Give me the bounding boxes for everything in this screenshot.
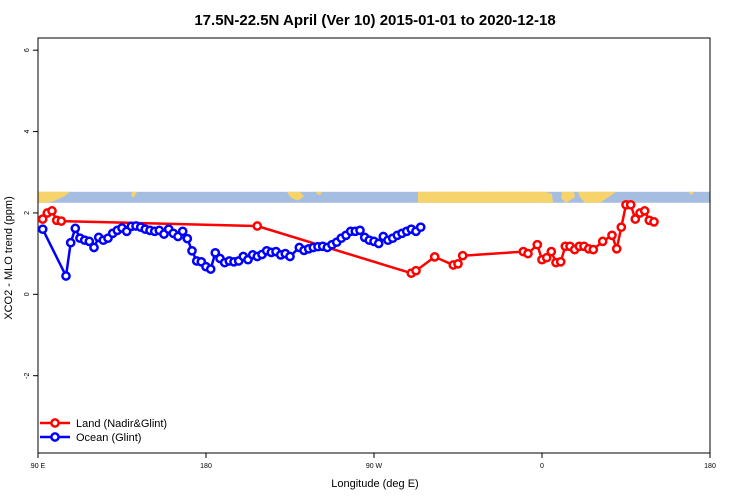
map-land-5: [493, 191, 530, 202]
data-point: [415, 222, 426, 233]
legend-label: Land (Nadir&Glint): [76, 418, 167, 430]
y-tick-label: 2: [24, 211, 31, 215]
x-tick-label: 0: [540, 463, 544, 470]
data-point: [355, 225, 365, 236]
x-tick-label: 180: [200, 463, 212, 470]
x-tick-label: 90 E: [31, 463, 46, 470]
x-tick-label: 90 W: [366, 463, 383, 470]
x-axis: 90 E 180 90 W 0 180: [31, 453, 716, 470]
data-point: [625, 199, 636, 210]
data-point: [89, 242, 99, 253]
series-land: [37, 199, 659, 279]
legend-marker: [50, 418, 60, 428]
map-strip: [38, 191, 710, 203]
data-point: [70, 223, 81, 234]
data-point: [546, 246, 557, 257]
map-land-2: [287, 191, 304, 201]
data-point: [555, 256, 566, 267]
y-tick-label: 0: [24, 292, 31, 296]
data-point: [611, 243, 622, 254]
y-axis-label: XCO2 - MLO trend (ppm): [3, 196, 15, 319]
data-point: [177, 226, 188, 237]
data-point: [639, 206, 650, 216]
data-point: [205, 264, 216, 274]
series-ocean: [37, 221, 426, 281]
data-point: [37, 224, 48, 235]
y-axis: -2 0 2 4 6: [24, 48, 39, 379]
data-point: [597, 236, 608, 247]
map-land-8: [688, 191, 694, 196]
data-point: [56, 216, 67, 226]
data-point: [182, 233, 193, 244]
y-tick-label: 6: [24, 48, 31, 52]
data-point: [61, 271, 71, 281]
data-point: [630, 214, 641, 224]
data-point: [210, 247, 221, 258]
chart-title: 17.5N-22.5N April (Ver 10) 2015-01-01 to…: [194, 12, 555, 29]
data-point: [429, 252, 440, 262]
legend-marker: [50, 432, 60, 442]
data-point: [523, 248, 533, 259]
x-axis-label: Longitude (deg E): [331, 478, 418, 490]
map-land-7: [578, 191, 616, 203]
data-point: [541, 252, 552, 263]
legend: Land (Nadir&Glint) Ocean (Glint): [40, 418, 167, 444]
data-point: [37, 214, 48, 224]
data-point: [607, 230, 617, 241]
data-point: [285, 251, 295, 262]
data-point: [187, 245, 197, 256]
data-point: [649, 217, 659, 227]
data-point: [65, 237, 76, 248]
legend-label: Ocean (Glint): [76, 432, 141, 444]
x-tick-label: 180: [704, 463, 716, 470]
data-point: [252, 221, 263, 231]
map-land-3: [316, 191, 322, 196]
data-point: [373, 238, 384, 249]
data-point: [411, 265, 421, 276]
map-land-6: [561, 191, 575, 203]
map-land-4: [418, 191, 553, 203]
data-point: [616, 222, 627, 233]
data-point: [532, 239, 543, 250]
series-layer: [37, 199, 659, 281]
y-tick-label: 4: [24, 130, 31, 134]
map-land-1: [131, 191, 137, 198]
y-tick-label: -2: [24, 372, 31, 378]
data-point: [453, 258, 463, 269]
map-land-0: [38, 191, 70, 203]
data-point: [457, 250, 468, 261]
data-point: [588, 244, 599, 255]
map-ocean: [38, 191, 710, 203]
data-point: [84, 236, 95, 247]
data-point: [47, 206, 57, 216]
